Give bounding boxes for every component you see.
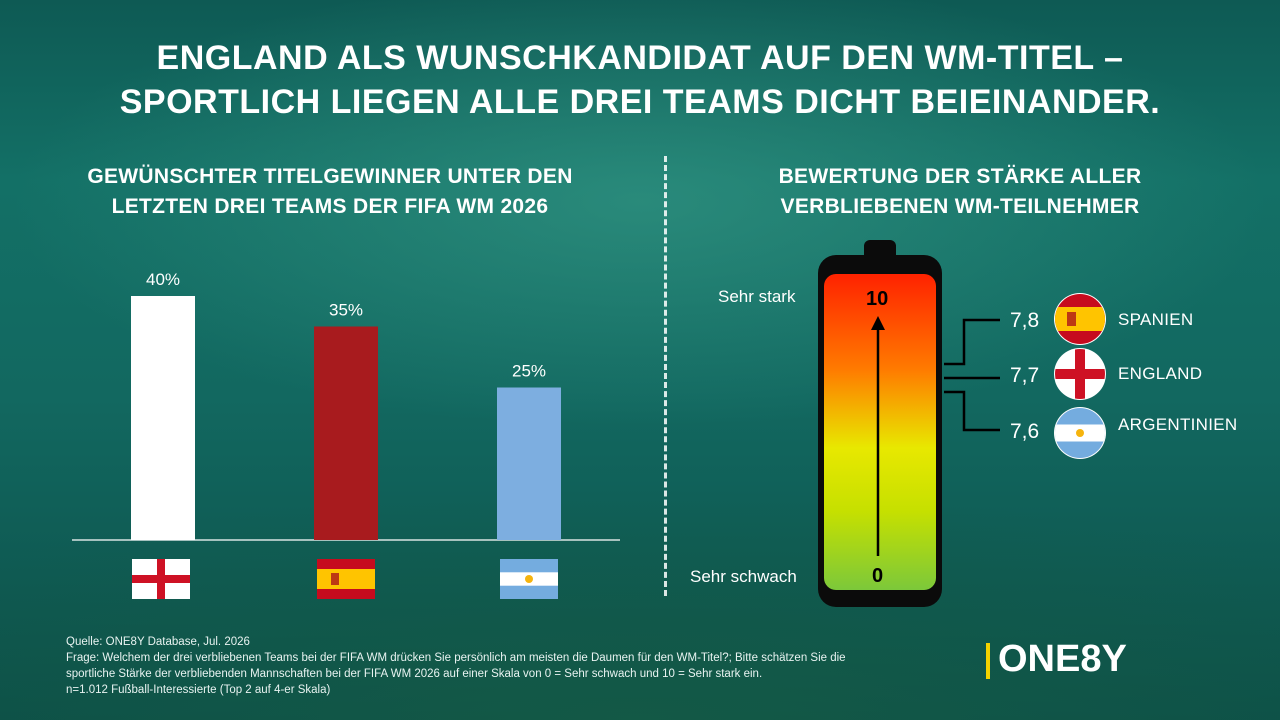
footnote-source: Quelle: ONE8Y Database, Jul. 2026 — [66, 636, 250, 648]
footnote-question-2: sportliche Stärke der verbliebenden Mann… — [66, 668, 763, 680]
bar-value-label-spanien: 35% — [329, 301, 363, 320]
rating-value-england: 7,7 — [1010, 364, 1040, 387]
scale-top-value: 10 — [866, 288, 889, 310]
england-round-flag-icon — [1054, 348, 1106, 400]
bar-value-label-argentinien: 25% — [512, 362, 546, 381]
rating-brackets — [944, 318, 1000, 432]
title-line-2: SPORTLICH LIEGEN ALLE DREI TEAMS DICHT B… — [119, 83, 1161, 121]
team-name-spain: SPANIEN — [1118, 310, 1194, 329]
scale-top-label: Sehr stark — [718, 287, 796, 306]
logo-accent-bar — [986, 643, 990, 679]
england-flag-icon — [132, 559, 190, 599]
team-name-england: ENGLAND — [1118, 364, 1203, 383]
scale-bottom-value: 0 — [872, 565, 884, 587]
scale-bottom-label: Sehr schwach — [690, 567, 797, 586]
bar-value-label-england: 40% — [146, 270, 180, 289]
bar-spanien — [314, 326, 378, 540]
team-name-argentina: ARGENTINIEN — [1118, 415, 1238, 434]
right-chart-subtitle: BEWERTUNG DER STÄRKE ALLER VERBLIEBENEN … — [680, 162, 1240, 222]
left-subtitle-line-1: GEWÜNSCHTER TITELGEWINNER UNTER DEN — [87, 165, 573, 188]
scale-arrow-head — [871, 316, 885, 330]
spain-flag-icon — [317, 559, 375, 599]
left-subtitle-line-2: LETZTEN DREI TEAMS DER FIFA WM 2026 — [111, 195, 549, 218]
bar-argentinien — [497, 387, 561, 540]
footnote-question-1: Frage: Welchem der drei verbliebenen Tea… — [66, 652, 846, 664]
left-chart-subtitle: GEWÜNSCHTER TITELGEWINNER UNTER DEN LETZ… — [40, 162, 620, 222]
footnote: Quelle: ONE8Y Database, Jul. 2026 Frage:… — [66, 634, 966, 698]
argentina-round-flag-icon — [1054, 407, 1106, 459]
rating-value-spain: 7,8 — [1010, 309, 1040, 332]
bar-england — [131, 296, 195, 540]
title-line-1: ENGLAND ALS WUNSCHKANDIDAT AUF DEN WM-TI… — [156, 39, 1124, 77]
argentina-flag-icon — [500, 559, 558, 599]
panel-divider — [664, 156, 667, 596]
footnote-sample: n=1.012 Fußball-Interessierte (Top 2 auf… — [66, 684, 331, 696]
rating-value-argentina: 7,6 — [1010, 420, 1040, 443]
spain-round-flag-icon — [1054, 293, 1106, 345]
one8y-logo: ONE8Y — [998, 638, 1127, 680]
right-subtitle-line-2: VERBLIEBENEN WM-TEILNEHMER — [780, 195, 1140, 218]
page-title: ENGLAND ALS WUNSCHKANDIDAT AUF DEN WM-TI… — [60, 36, 1220, 124]
right-subtitle-line-1: BEWERTUNG DER STÄRKE ALLER — [778, 165, 1142, 188]
